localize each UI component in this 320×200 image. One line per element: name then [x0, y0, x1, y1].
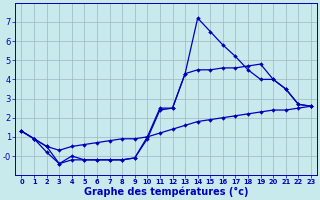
X-axis label: Graphe des températures (°c): Graphe des températures (°c) — [84, 187, 248, 197]
